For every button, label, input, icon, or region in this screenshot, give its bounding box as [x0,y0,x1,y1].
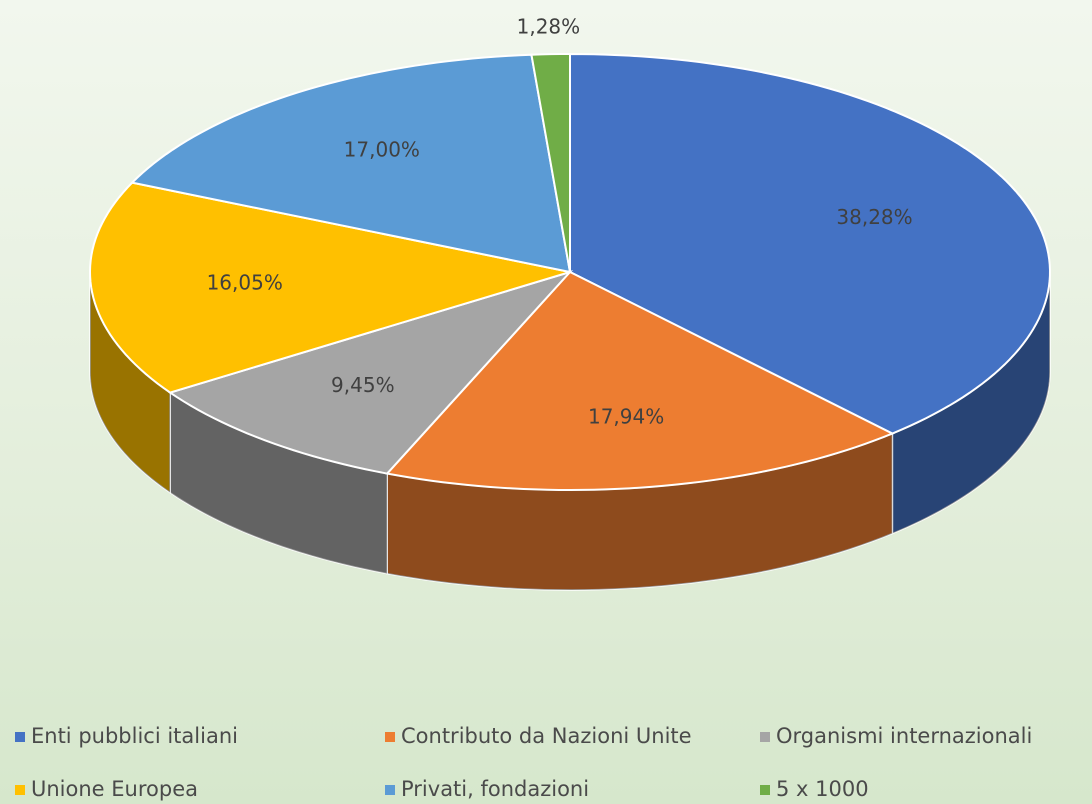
legend-swatch [15,732,25,742]
slice [530,52,571,273]
data-label: 38,28% [836,205,912,229]
legend-label: Unione Europea [31,777,198,801]
legend-label: 5 x 1000 [776,777,869,801]
data-label: 17,94% [588,405,664,429]
slice [385,270,895,492]
slice-side-shade [892,272,1050,534]
slice-side-shade [90,272,171,493]
legend-swatch [760,732,770,742]
slice [89,181,571,394]
slice [130,53,572,274]
legend-label: Organismi internazionali [776,724,1032,748]
data-label: 16,05% [207,271,283,295]
slice [167,270,574,475]
slice-side-shade [387,433,893,590]
legend-label: Privati, fondazioni [401,777,589,801]
data-label: 17,00% [344,137,420,161]
slice [569,52,1051,435]
slice-side-shade [170,392,388,574]
legend-swatch [385,732,395,742]
legend-swatch [15,785,25,795]
data-label: 1,28% [517,15,581,39]
legend-swatch [760,785,770,795]
legend-swatch [385,785,395,795]
data-label: 9,45% [331,373,395,397]
legend-label: Enti pubblici italiani [31,724,238,748]
legend-label: Contributo da Nazioni Unite [401,724,692,748]
